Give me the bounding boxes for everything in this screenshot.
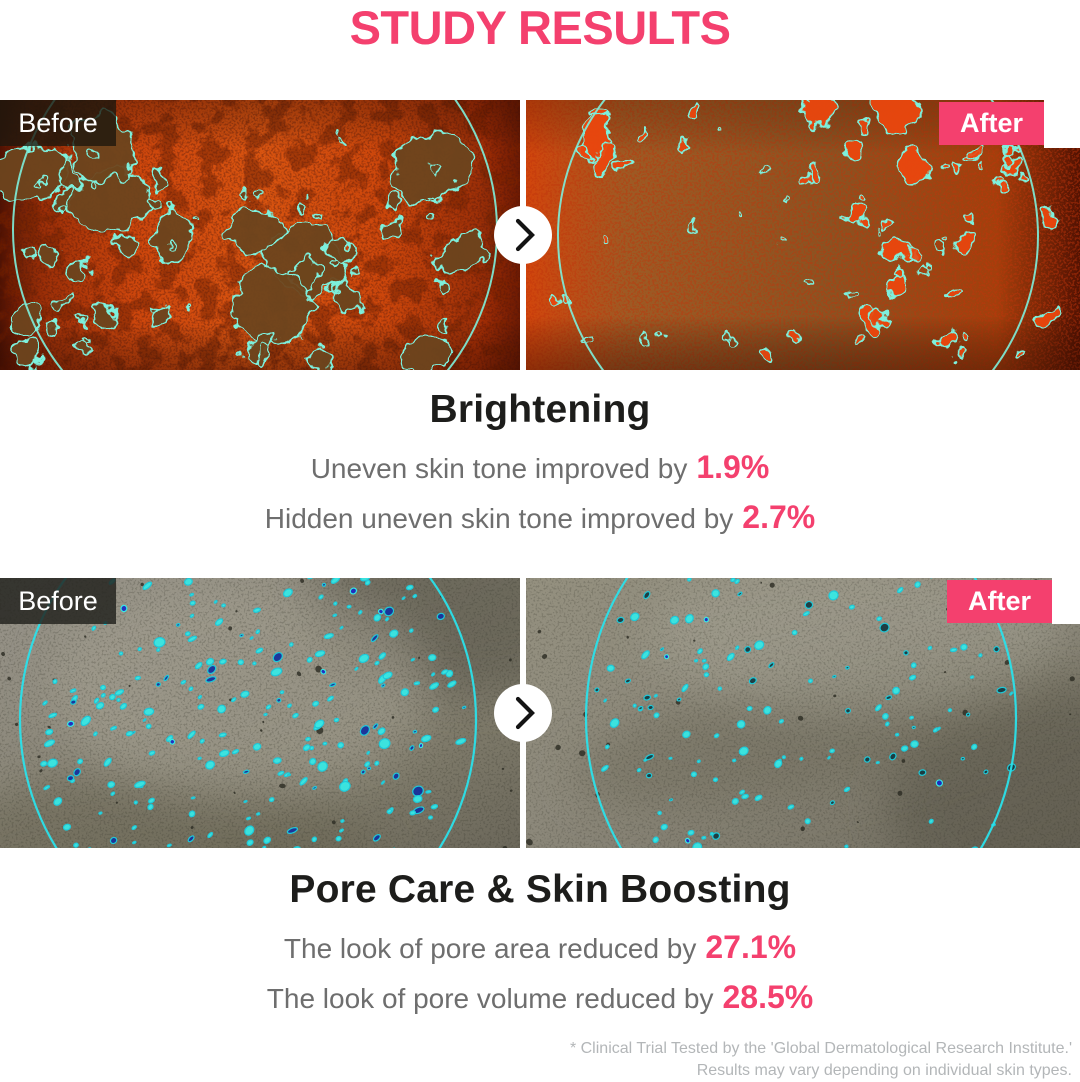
before-badge: Before (0, 100, 116, 146)
skin-microscopy-before-pores (0, 578, 520, 848)
stat-text: Uneven skin tone improved by (310, 453, 688, 484)
section-heading: Pore Care & Skin Boosting (289, 868, 791, 911)
stat-value: 27.1% (705, 929, 797, 965)
pore-before-image (0, 578, 520, 848)
stat-value: 28.5% (722, 979, 814, 1015)
stat-text: The look of pore area reduced by (283, 933, 697, 964)
brightening-after-image (526, 100, 1080, 370)
section-heading: Brightening (429, 388, 651, 431)
brightening-before-image (0, 100, 520, 370)
stat-line: Hidden uneven skin tone improved by 2.7% (0, 499, 1080, 536)
skin-microscopy-before-brightening (0, 100, 520, 370)
brightening-results: Brightening Uneven skin tone improved by… (0, 388, 1080, 536)
stat-text: Hidden uneven skin tone improved by (264, 503, 734, 534)
disclaimer: * Clinical Trial Tested by the 'Global D… (570, 1038, 1072, 1082)
pore-care-results: Pore Care & Skin Boosting The look of po… (0, 868, 1080, 1016)
chevron-right-icon (494, 684, 552, 742)
skin-microscopy-after-brightening (526, 100, 1080, 370)
after-badge: After (946, 580, 1052, 623)
before-after-brightening: Before After (0, 100, 1080, 370)
stat-value: 2.7% (742, 499, 816, 535)
stat-line: The look of pore area reduced by 27.1% (0, 929, 1080, 966)
disclaimer-line: Results may vary depending on individual… (696, 1062, 1072, 1079)
stat-line: Uneven skin tone improved by 1.9% (0, 449, 1080, 486)
chevron-right-icon (494, 206, 552, 264)
after-badge: After (938, 102, 1044, 145)
before-after-pore-care: Before After (0, 578, 1080, 848)
disclaimer-line: * Clinical Trial Tested by the 'Global D… (569, 1040, 1072, 1057)
stat-text: The look of pore volume reduced by (266, 983, 714, 1014)
stat-value: 1.9% (696, 449, 770, 485)
page-title: STUDY RESULTS (349, 0, 731, 54)
corner-notch (1044, 100, 1080, 148)
corner-notch (1052, 578, 1080, 624)
stat-line: The look of pore volume reduced by 28.5% (0, 979, 1080, 1016)
before-badge: Before (0, 578, 116, 624)
